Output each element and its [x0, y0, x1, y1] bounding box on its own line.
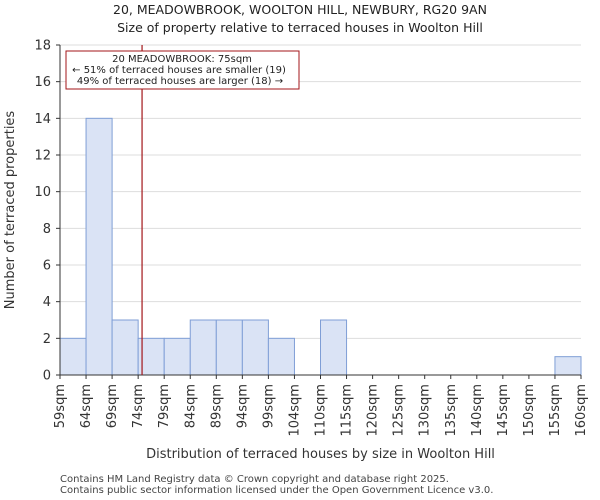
y-tick-label: 2 — [43, 332, 51, 347]
annotation-title: 20 MEADOWBROOK: 75sqm — [112, 54, 252, 65]
x-tick-label: 125sqm — [392, 384, 407, 437]
bar — [267, 337, 295, 376]
annotation-box — [65, 50, 300, 90]
x-tick-label: 74sqm — [131, 384, 146, 428]
bar — [241, 319, 269, 376]
x-tick-label: 145sqm — [496, 384, 511, 437]
x-tick-label: 120sqm — [366, 384, 381, 437]
y-tick-label: 0 — [43, 369, 51, 384]
bar — [189, 319, 217, 376]
x-tick-label: 160sqm — [574, 384, 589, 437]
bar — [59, 337, 87, 376]
chart-title: 20, MEADOWBROOK, WOOLTON HILL, NEWBURY, … — [113, 2, 487, 17]
bar — [111, 319, 139, 376]
x-axis-label: Distribution of terraced houses by size … — [146, 447, 495, 462]
y-tick-label: 16 — [34, 75, 51, 90]
x-tick-label: 69sqm — [105, 384, 120, 428]
bar — [320, 319, 348, 376]
x-tick-label: 99sqm — [261, 384, 276, 428]
x-tick-label: 115sqm — [340, 384, 355, 437]
y-tick-label: 12 — [34, 149, 51, 164]
x-tick-label: 79sqm — [157, 384, 172, 428]
x-tick-label: 130sqm — [418, 384, 433, 437]
x-tick-label: 135sqm — [444, 384, 459, 437]
y-axis-label: Number of terraced properties — [3, 111, 18, 310]
bar — [554, 356, 582, 376]
x-tick-label: 94sqm — [235, 384, 250, 428]
y-tick-label: 14 — [34, 112, 51, 127]
chart-area: 0 2 4 6 8 10 12 14 16 18 59sqm 64sqm 69sqm 74sqm 79sqm… — [3, 39, 589, 463]
y-tick-label: 8 — [43, 222, 51, 237]
x-tick-label: 84sqm — [183, 384, 198, 428]
bar — [215, 319, 243, 376]
footer-copyright: Contains HM Land Registry data © Crown c… — [60, 474, 449, 485]
bar — [163, 337, 191, 376]
y-tick-label: 10 — [34, 185, 51, 200]
y-tick-label: 6 — [43, 259, 51, 274]
x-tick-label: 89sqm — [209, 384, 224, 428]
annotation-larger: 49% of terraced houses are larger (18) → — [77, 76, 283, 87]
x-tick-label: 59sqm — [53, 384, 68, 428]
annotation-smaller: ← 51% of terraced houses are smaller (19… — [72, 65, 286, 76]
chart-subtitle: Size of property relative to terraced ho… — [117, 20, 483, 35]
y-tick-label: 4 — [43, 295, 51, 310]
x-tick-label: 155sqm — [548, 384, 563, 437]
bar — [85, 117, 113, 376]
x-tick-label: 110sqm — [314, 384, 329, 437]
x-tick-label: 150sqm — [522, 384, 537, 437]
x-tick-label: 104sqm — [287, 384, 302, 437]
footer-licence: Contains public sector information licen… — [60, 485, 494, 496]
y-tick-label: 18 — [34, 39, 51, 54]
x-tick-label: 140sqm — [470, 384, 485, 437]
x-tick-label: 64sqm — [79, 384, 94, 428]
